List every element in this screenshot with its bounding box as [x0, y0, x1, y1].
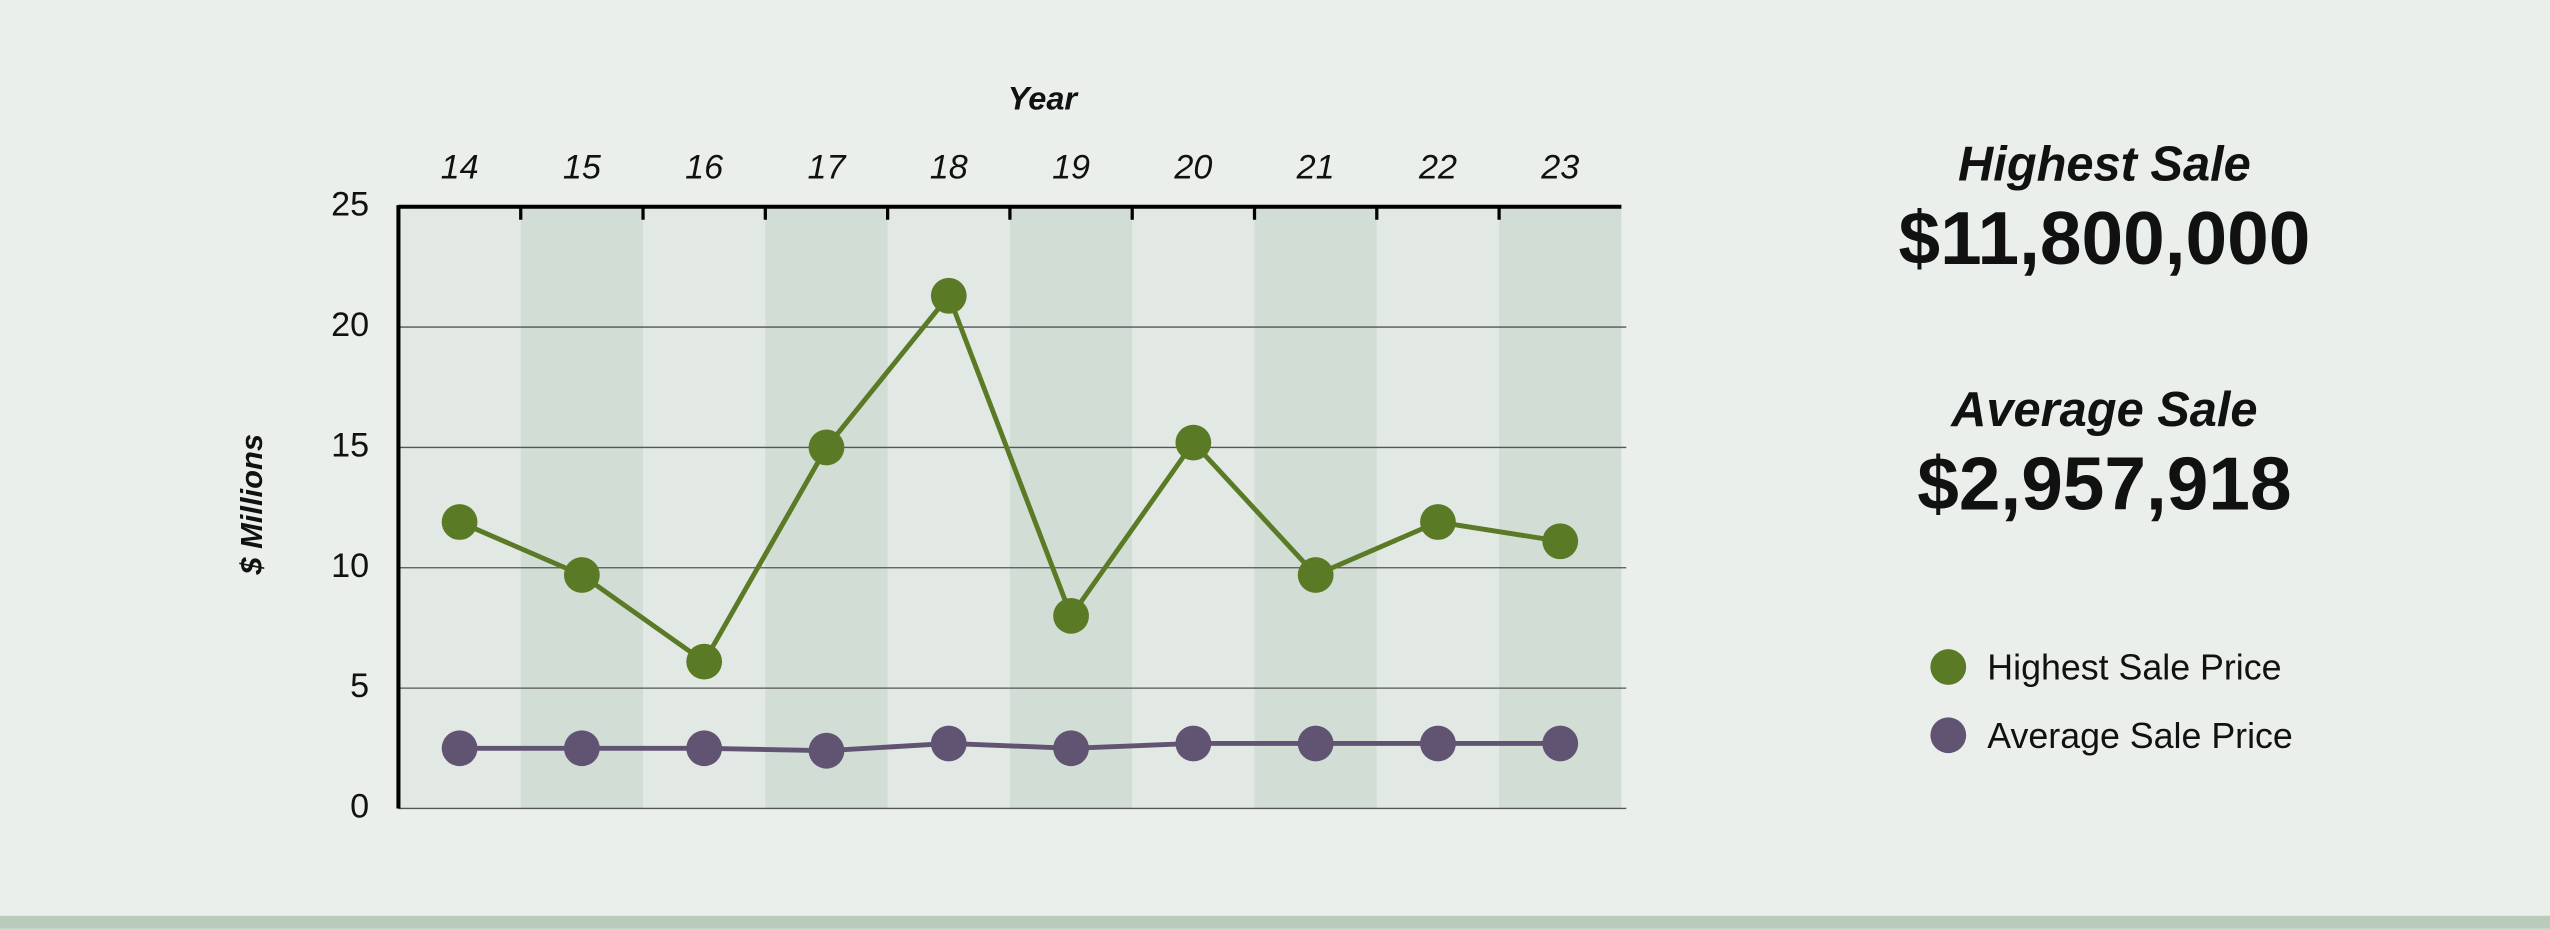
- legend-label: Highest Sale Price: [1987, 648, 2281, 688]
- data-point: [808, 732, 845, 769]
- column-band: [1499, 206, 1622, 809]
- y-tick-label: 0: [350, 787, 369, 825]
- y-tick-label: 15: [331, 426, 369, 464]
- y-tick-label: 10: [331, 547, 369, 585]
- x-tick-label: 14: [441, 148, 479, 186]
- column-band: [520, 206, 644, 809]
- summary-value: $2,957,918: [1917, 441, 2291, 525]
- data-point: [1297, 725, 1334, 762]
- column-band: [1254, 206, 1377, 809]
- data-point: [1297, 557, 1334, 593]
- legend-marker: [1930, 717, 1967, 754]
- data-point: [1542, 523, 1579, 560]
- summary-label: Average Sale: [1950, 383, 2257, 437]
- data-point: [1420, 725, 1456, 762]
- data-point: [1053, 730, 1089, 767]
- y-tick-label: 20: [331, 306, 369, 344]
- data-point: [563, 730, 600, 767]
- data-point: [1542, 725, 1579, 762]
- x-tick-label: 18: [930, 148, 968, 186]
- data-point: [1175, 725, 1212, 762]
- data-point: [930, 277, 967, 314]
- data-point: [930, 725, 967, 762]
- x-tick-label: 15: [563, 148, 602, 186]
- x-axis-title: Year: [1008, 81, 1080, 117]
- data-point: [441, 504, 478, 540]
- data-point: [441, 730, 478, 767]
- x-tick-label: 19: [1052, 148, 1090, 186]
- data-point: [563, 557, 600, 593]
- x-tick-label: 20: [1173, 148, 1212, 186]
- data-point: [686, 643, 723, 680]
- x-tick-label: 23: [1540, 148, 1579, 186]
- series-line: [458, 290, 1561, 666]
- series-line: [459, 741, 1561, 754]
- column-band: [643, 206, 766, 809]
- data-point: [1175, 424, 1212, 461]
- x-tick-label: 21: [1296, 148, 1335, 186]
- y-tick-label: 5: [350, 667, 369, 705]
- data-point: [686, 730, 723, 767]
- x-tick-label: 17: [807, 148, 847, 186]
- summary-value: $11,800,000: [1898, 196, 2310, 280]
- summary-label: Highest Sale: [1958, 138, 2251, 192]
- x-tick-label: 22: [1418, 148, 1457, 186]
- data-point: [808, 429, 845, 466]
- data-point: [1053, 598, 1089, 634]
- x-tick-label: 16: [685, 148, 723, 186]
- footer-strip: [0, 915, 2550, 929]
- y-tick-label: 25: [331, 186, 369, 224]
- legend-marker: [1930, 649, 1967, 685]
- data-point: [1420, 504, 1456, 540]
- legend-label: Average Sale Price: [1987, 716, 2293, 756]
- column-band: [765, 206, 888, 809]
- column-band: [1132, 206, 1255, 809]
- y-axis-title: $ Millions: [234, 434, 269, 576]
